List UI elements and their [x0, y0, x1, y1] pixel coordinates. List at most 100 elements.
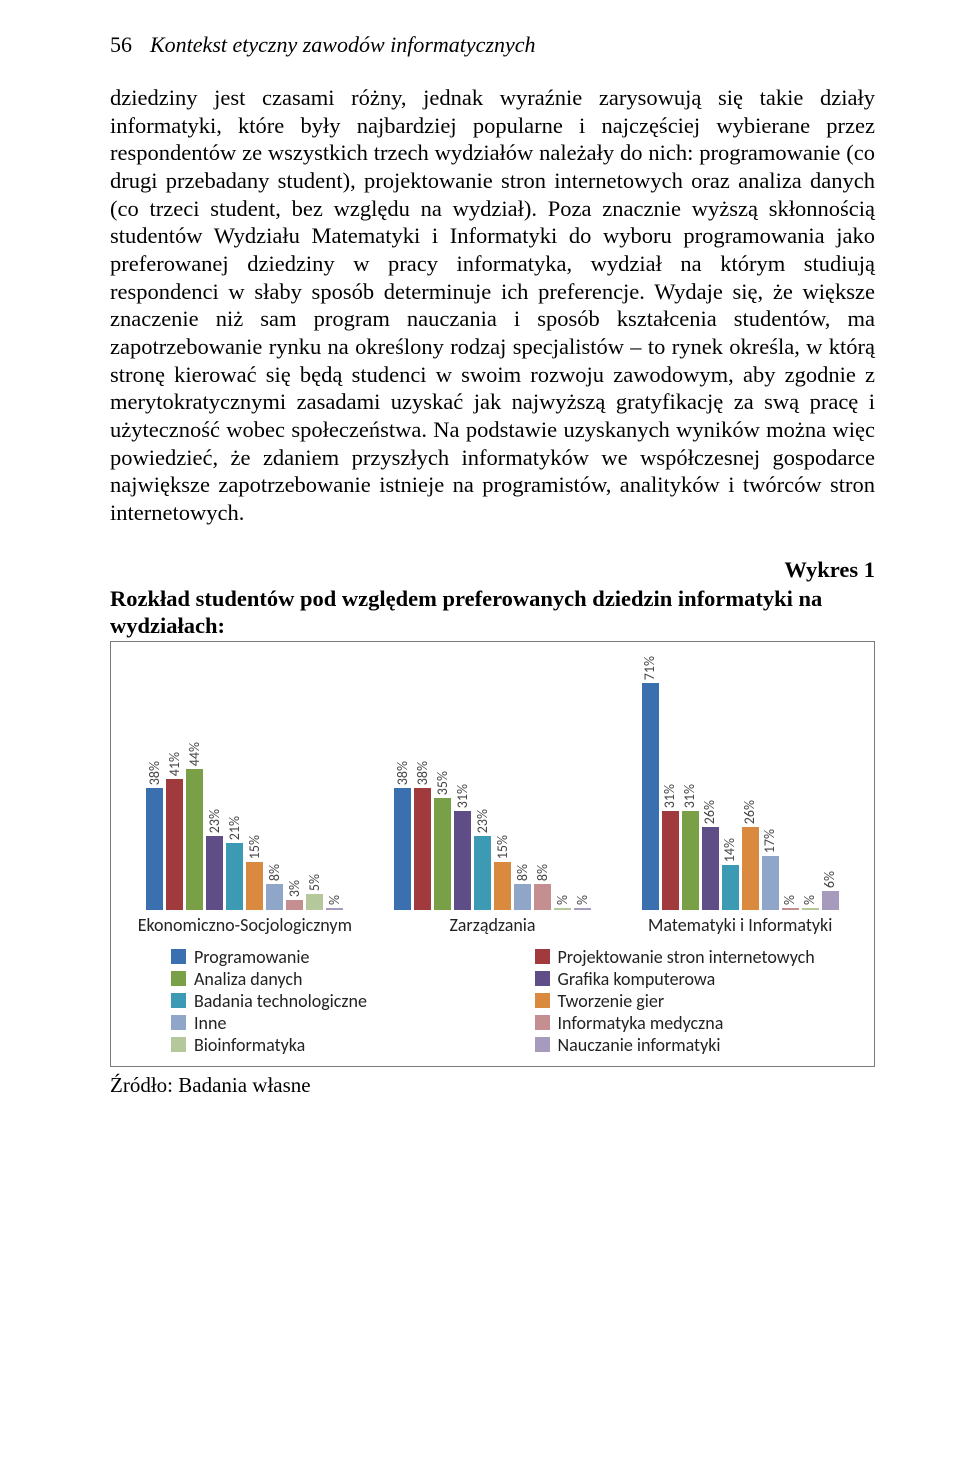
chart-bar-rect — [802, 908, 819, 910]
legend-swatch — [535, 1015, 550, 1030]
chart-bar: % — [326, 895, 343, 910]
chart-bar: 35% — [434, 771, 451, 910]
page-number: 56 — [110, 32, 132, 58]
chart-bar-label: 31% — [456, 784, 470, 808]
legend-label: Badania technologiczne — [194, 990, 367, 1012]
chart-bar-label: % — [803, 895, 817, 905]
chart-bar: 15% — [246, 835, 263, 910]
chart-bar-rect — [702, 827, 719, 910]
legend-label: Projektowanie stron internetowych — [558, 946, 815, 968]
chart-bar: 26% — [742, 800, 759, 910]
chart-bar-rect — [414, 788, 431, 910]
legend-row: Badania technologiczne Tworzenie gier — [129, 990, 856, 1012]
legend-item: Bioinformatyka — [129, 1034, 493, 1056]
chart-bar-cluster: 38%41%44%23%21%15%8%3%5%% — [146, 670, 343, 910]
legend-swatch — [171, 1037, 186, 1052]
chart-legend: Programowanie Projektowanie stron interne… — [121, 946, 864, 1056]
chart-bar: 31% — [454, 784, 471, 910]
legend-label: Grafika komputerowa — [558, 968, 716, 990]
chart-bar: 38% — [394, 761, 411, 910]
chart-bar-rect — [266, 884, 283, 910]
chart-group: 38%38%35%31%23%15%8%8%%%Zarządzania — [369, 670, 617, 936]
chart-bar-rect — [326, 908, 343, 910]
chart-bar-rect — [146, 788, 163, 910]
legend-label: Tworzenie gier — [558, 990, 665, 1012]
legend-label: Informatyka medyczna — [558, 1012, 724, 1034]
legend-label: Inne — [194, 1012, 226, 1034]
chart-bar-label: 26% — [703, 800, 717, 824]
chart-bar: 8% — [514, 864, 531, 910]
chart-bar: 17% — [762, 829, 779, 910]
chart-bar: 23% — [474, 809, 491, 910]
chart-bar-rect — [762, 856, 779, 910]
chart-bar-cluster: 71%31%31%26%14%26%17%%%6% — [642, 670, 839, 910]
chart-bar-label: 17% — [763, 829, 777, 853]
chart-bar-rect — [514, 884, 531, 910]
chart-bar: 8% — [534, 864, 551, 910]
chart-bar: 3% — [286, 880, 303, 910]
chart-bar-label: % — [783, 895, 797, 905]
legend-swatch — [535, 993, 550, 1008]
chart-bar-label: 21% — [228, 816, 242, 840]
chart-bar-rect — [286, 900, 303, 910]
running-head: 56 Kontekst etyczny zawodów informatyczn… — [110, 32, 875, 58]
legend-swatch — [171, 1015, 186, 1030]
legend-swatch — [171, 971, 186, 986]
body-paragraph: dziedziny jest czasami różny, jednak wyr… — [110, 84, 875, 527]
chart-bar-rect — [574, 908, 591, 910]
chart-bars-row: 38%41%44%23%21%15%8%3%5%%Ekonomiczno-Soc… — [121, 656, 864, 936]
legend-item: Projektowanie stron internetowych — [493, 946, 857, 968]
legend-item: Analiza danych — [129, 968, 493, 990]
page: 56 Kontekst etyczny zawodów informatyczn… — [0, 0, 960, 1465]
chart-bar-rect — [394, 788, 411, 910]
legend-swatch — [171, 993, 186, 1008]
chart-group: 38%41%44%23%21%15%8%3%5%%Ekonomiczno-Soc… — [121, 670, 369, 936]
chart-bar-label: 6% — [823, 871, 837, 888]
chart-bar-rect — [782, 908, 799, 910]
chart-bar: 31% — [682, 784, 699, 910]
chart-bar-rect — [186, 769, 203, 910]
chart-bar-label: 15% — [248, 835, 262, 859]
chart-bar-label: 41% — [168, 752, 182, 776]
legend-label: Programowanie — [194, 946, 309, 968]
chart-bar-label: 26% — [743, 800, 757, 824]
legend-item: Programowanie — [129, 946, 493, 968]
legend-row: Inne Informatyka medyczna — [129, 1012, 856, 1034]
chart-bar-label: 35% — [436, 771, 450, 795]
chart-bar: 38% — [146, 761, 163, 910]
chart-bar-label: 8% — [268, 864, 282, 881]
chart-bar-rect — [494, 862, 511, 910]
chart-bar-label: 23% — [476, 809, 490, 833]
chart-bar-label: % — [328, 895, 342, 905]
chart-bar: 44% — [186, 742, 203, 910]
legend-swatch — [535, 971, 550, 986]
chart-bar-rect — [662, 811, 679, 910]
chart-category-label: Matematyki i Informatyki — [648, 914, 832, 936]
chart-bar-rect — [166, 779, 183, 910]
chart-bar: 8% — [266, 864, 283, 910]
chart-bar: 26% — [702, 800, 719, 910]
chart-category-label: Ekonomiczno-Socjologicznym — [138, 914, 352, 936]
chart-bar-rect — [434, 798, 451, 910]
chart-bar: 38% — [414, 761, 431, 910]
chart-bar-label: 71% — [643, 656, 657, 680]
chart-bar-label: 14% — [723, 838, 737, 862]
legend-item: Nauczanie informatyki — [493, 1034, 857, 1056]
legend-row: Programowanie Projektowanie stron interne… — [129, 946, 856, 968]
legend-label: Analiza danych — [194, 968, 302, 990]
chart-bar-label: 5% — [308, 874, 322, 891]
chart-caption-label: Wykres 1 — [110, 557, 875, 583]
legend-swatch — [535, 949, 550, 964]
chart-bar-label: 31% — [683, 784, 697, 808]
running-head-title: Kontekst etyczny zawodów informatycznych — [150, 32, 536, 58]
chart-source: Źródło: Badania własne — [110, 1073, 875, 1098]
chart-bar-label: % — [556, 895, 570, 905]
chart-bar-label: 15% — [496, 835, 510, 859]
chart-bar-rect — [682, 811, 699, 910]
chart-bar-label: % — [576, 895, 590, 905]
legend-swatch — [171, 949, 186, 964]
legend-label: Nauczanie informatyki — [558, 1034, 721, 1056]
chart-bar-label: 38% — [416, 761, 430, 785]
chart-bar-label: 8% — [516, 864, 530, 881]
legend-item: Badania technologiczne — [129, 990, 493, 1012]
